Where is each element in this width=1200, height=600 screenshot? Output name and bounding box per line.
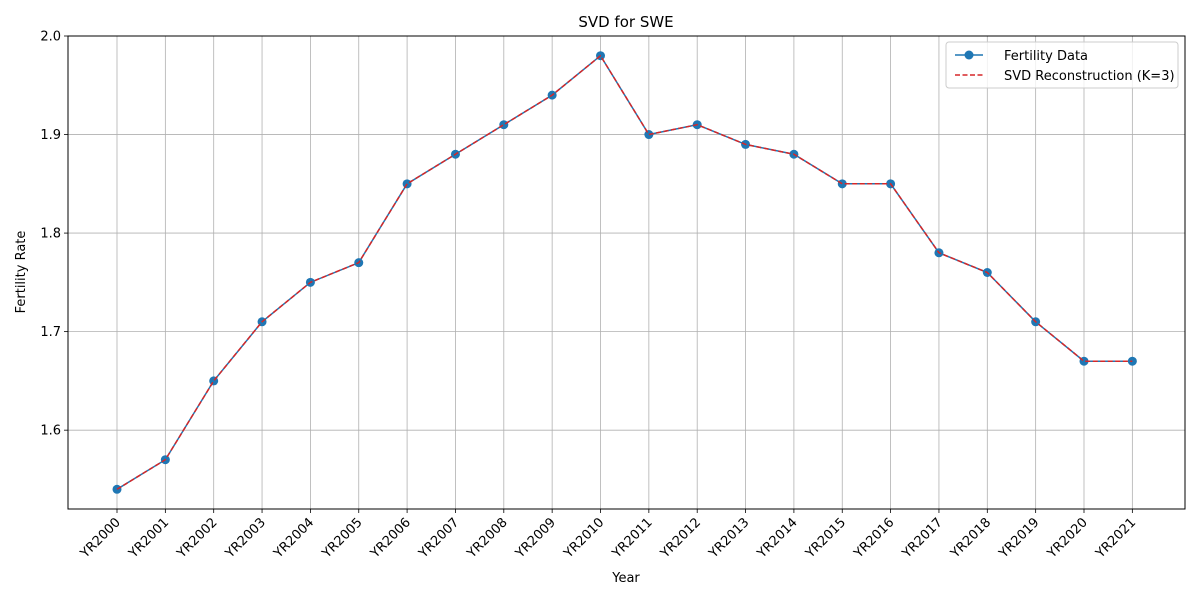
data-point [499, 120, 509, 130]
data-point [402, 179, 412, 189]
y-tick-label: 1.6 [40, 424, 61, 439]
y-tick-label: 1.9 [40, 128, 61, 143]
series-layer [112, 51, 1137, 494]
y-axis-title: Fertility Rate [14, 231, 29, 314]
legend-box [945, 41, 1179, 89]
legend-label-fertility: Fertility Data [1004, 49, 1088, 64]
x-axis-title: Year [611, 571, 640, 586]
plot-frame [67, 35, 1186, 510]
legend: Fertility Data SVD Reconstruction (K=3) [945, 41, 1179, 89]
chart-title: SVD for SWE [578, 13, 673, 31]
legend-marker-fertility [964, 50, 974, 60]
y-axis: 1.6 1.7 1.8 1.9 2.0 [40, 30, 68, 439]
legend-label-svd: SVD Reconstruction (K=3) [1004, 69, 1175, 84]
data-point [112, 484, 122, 494]
y-tick-label: 1.7 [40, 325, 61, 340]
y-tick-label: 1.8 [40, 227, 61, 242]
y-tick-label: 2.0 [40, 30, 61, 45]
series-line-svd-reconstruction [116, 54, 1133, 490]
